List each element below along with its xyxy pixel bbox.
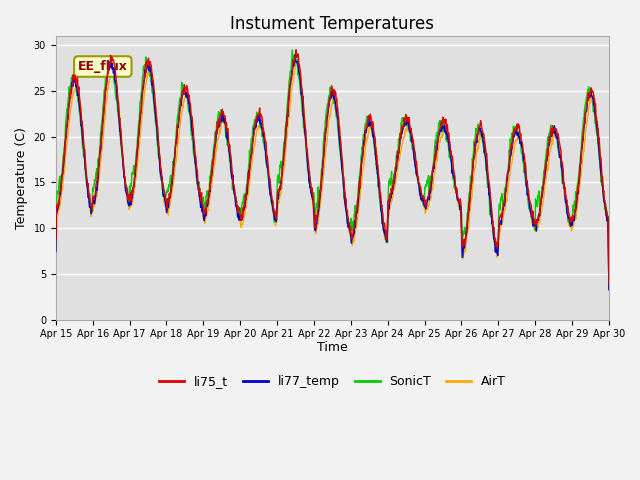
Title: Instument Temperatures: Instument Temperatures — [230, 15, 435, 33]
Legend: li75_t, li77_temp, SonicT, AirT: li75_t, li77_temp, SonicT, AirT — [154, 370, 511, 393]
X-axis label: Time: Time — [317, 341, 348, 354]
Text: EE_flux: EE_flux — [78, 60, 128, 73]
Y-axis label: Temperature (C): Temperature (C) — [15, 127, 28, 229]
